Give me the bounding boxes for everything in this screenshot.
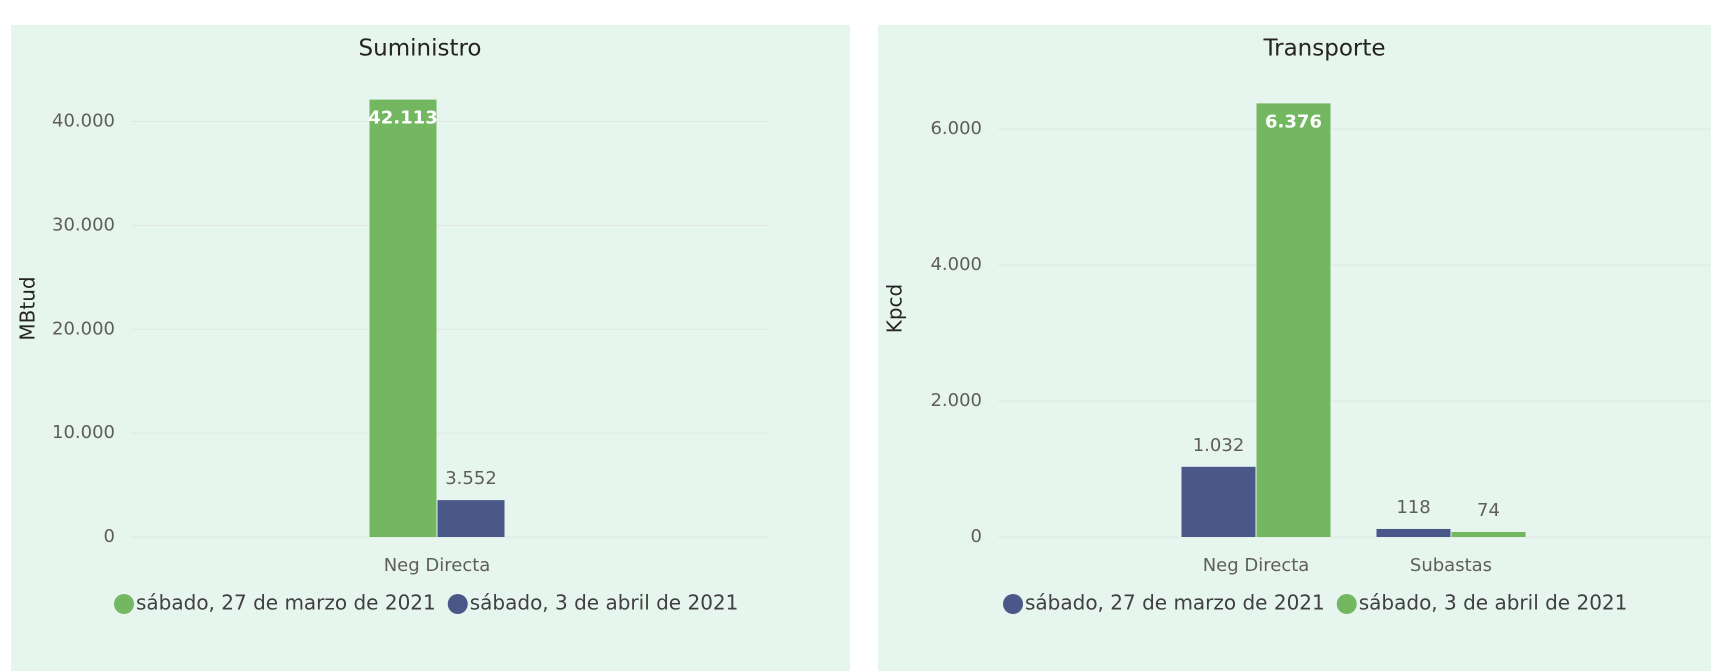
suministro-legend-marker xyxy=(114,594,134,614)
transporte-bar-1 xyxy=(1376,528,1451,537)
transporte-x-category-label: Subastas xyxy=(1410,555,1492,576)
suministro-legend-marker xyxy=(447,594,468,614)
suministro-legend-label: sábado, 27 de marzo de 2021 xyxy=(136,591,436,615)
transporte-chart-panel: Transporte 0 2.000 4.000 6.000 Kpcd 1.032 6.376… xyxy=(878,25,1711,671)
suministro-data-label: 3.552 xyxy=(445,468,497,489)
transporte-y-axis-label: Kpcd xyxy=(883,284,907,334)
transporte-bar-1 xyxy=(1181,466,1256,537)
transporte-y-tick-label: 0 xyxy=(971,526,982,547)
suministro-y-tick-label: 40.000 xyxy=(52,111,115,132)
transporte-legend-label: sábado, 27 de marzo de 2021 xyxy=(1025,591,1325,615)
transporte-data-label: 74 xyxy=(1477,500,1500,521)
transporte-chart: Transporte 0 2.000 4.000 6.000 Kpcd 1.032 6.376… xyxy=(883,36,1711,615)
suministro-y-axis-label: MBtud xyxy=(16,276,40,340)
suministro-y-tick-label: 0 xyxy=(104,526,115,547)
transporte-data-label: 6.376 xyxy=(1265,111,1322,132)
suministro-bar-1 xyxy=(369,99,437,538)
transporte-bar-2 xyxy=(1451,531,1526,537)
transporte-y-tick-label: 2.000 xyxy=(930,390,982,411)
transporte-y-tick-label: 4.000 xyxy=(930,254,982,275)
suministro-x-category-label: Neg Directa xyxy=(384,555,491,576)
transporte-data-label: 1.032 xyxy=(1193,435,1245,456)
transporte-y-tick-label: 6.000 xyxy=(930,118,982,139)
transporte-legend-marker xyxy=(1336,594,1357,614)
suministro-bar-2 xyxy=(437,500,505,537)
suministro-data-label: 42.113 xyxy=(368,108,437,129)
suministro-legend-label: sábado, 3 de abril de 2021 xyxy=(470,591,739,615)
transporte-bar-2 xyxy=(1256,103,1331,538)
suministro-y-tick-label: 10.000 xyxy=(52,422,115,443)
transporte-data-label: 118 xyxy=(1396,497,1430,518)
suministro-chart: Suministro 0 10.000 20.000 30.000 40.000 MBtud… xyxy=(16,36,769,615)
suministro-chart-panel: Suministro 0 10.000 20.000 30.000 40.000 MBtud… xyxy=(11,25,850,671)
transporte-legend-marker xyxy=(1003,594,1023,614)
suministro-chart-title: Suministro xyxy=(359,36,482,62)
suministro-y-tick-label: 20.000 xyxy=(52,318,115,339)
transporte-chart-title: Transporte xyxy=(1262,36,1385,62)
transporte-legend-label: sábado, 3 de abril de 2021 xyxy=(1359,591,1628,615)
suministro-y-tick-label: 30.000 xyxy=(52,214,115,235)
transporte-x-category-label: Neg Directa xyxy=(1203,555,1310,576)
